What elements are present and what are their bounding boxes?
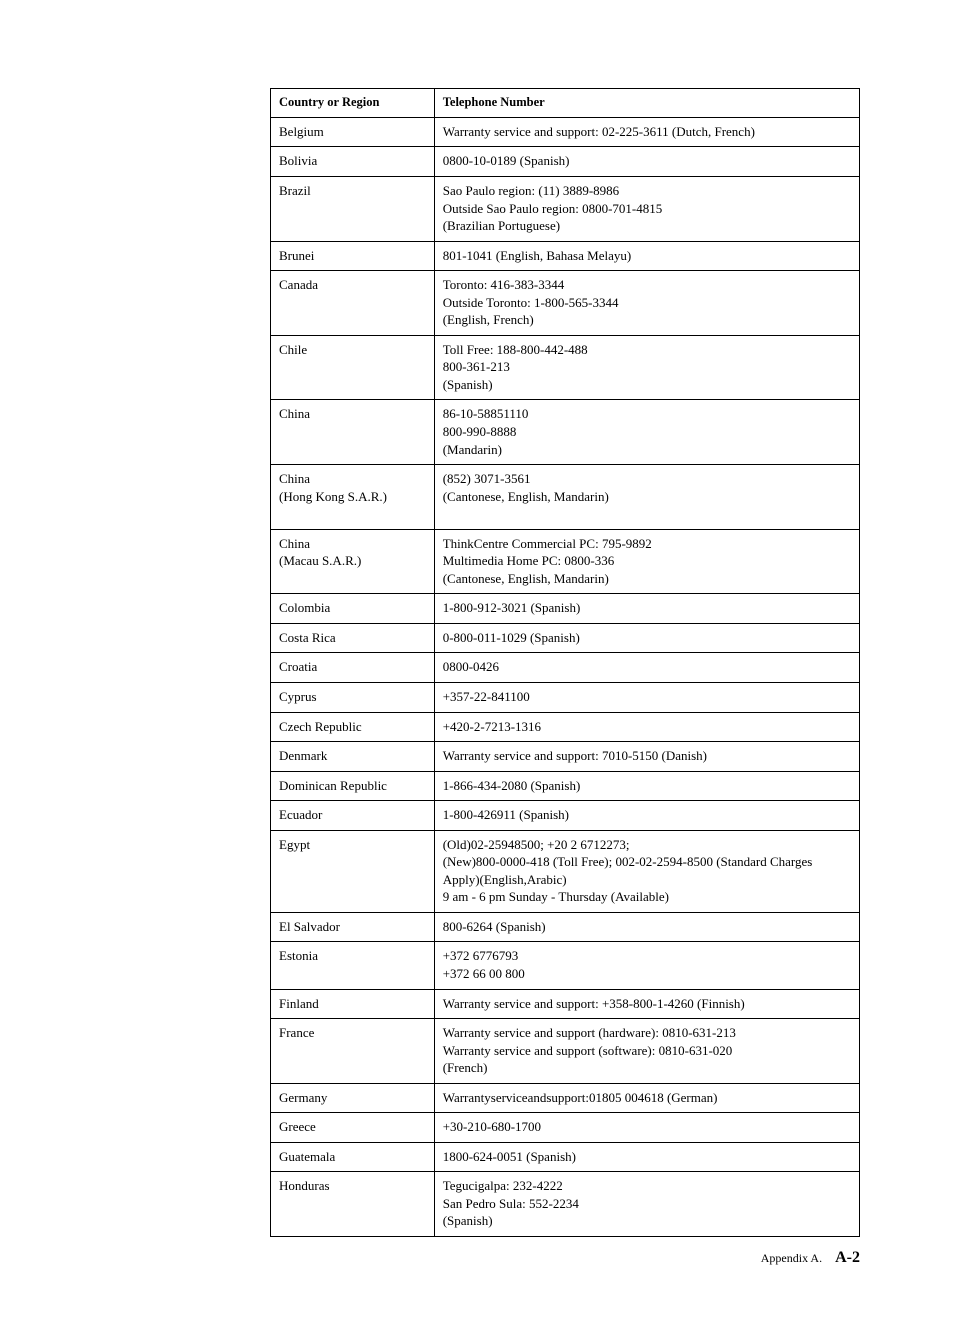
cell-country: Colombia: [271, 594, 435, 624]
cell-phone: Warranty service and support: +358-800-1…: [434, 989, 859, 1019]
table-row: Czech Republic+420-2-7213-1316: [271, 712, 860, 742]
cell-country: Czech Republic: [271, 712, 435, 742]
table-row: Bolivia0800-10-0189 (Spanish): [271, 147, 860, 177]
cell-country: France: [271, 1019, 435, 1084]
table-row: Colombia1-800-912-3021 (Spanish): [271, 594, 860, 624]
cell-country: Greece: [271, 1113, 435, 1143]
table-row: Greece+30-210-680-1700: [271, 1113, 860, 1143]
table-row: GermanyWarrantyserviceandsupport:01805 0…: [271, 1083, 860, 1113]
cell-country: Germany: [271, 1083, 435, 1113]
cell-country: El Salvador: [271, 912, 435, 942]
cell-country: Denmark: [271, 742, 435, 772]
table-row: China86-10-58851110800-990-8888(Mandarin…: [271, 400, 860, 465]
cell-phone: 801-1041 (English, Bahasa Melayu): [434, 241, 859, 271]
table-row: CanadaToronto: 416-383-3344Outside Toron…: [271, 271, 860, 336]
cell-phone: Warranty service and support: 02-225-361…: [434, 117, 859, 147]
table-row: China(Macau S.A.R.)ThinkCentre Commercia…: [271, 529, 860, 594]
cell-phone: ThinkCentre Commercial PC: 795-9892Multi…: [434, 529, 859, 594]
header-phone: Telephone Number: [434, 89, 859, 118]
phone-table: Country or Region Telephone Number Belgi…: [270, 88, 860, 1237]
cell-phone: 1-866-434-2080 (Spanish): [434, 771, 859, 801]
table-row: Guatemala1800-624-0051 (Spanish): [271, 1142, 860, 1172]
table-row: China(Hong Kong S.A.R.)(852) 3071-3561(C…: [271, 465, 860, 530]
cell-phone: Warranty service and support: 7010-5150 …: [434, 742, 859, 772]
header-country: Country or Region: [271, 89, 435, 118]
cell-phone: 0-800-011-1029 (Spanish): [434, 623, 859, 653]
cell-phone: Warranty service and support (hardware):…: [434, 1019, 859, 1084]
table-row: FinlandWarranty service and support: +35…: [271, 989, 860, 1019]
cell-country: Finland: [271, 989, 435, 1019]
cell-phone: 0800-10-0189 (Spanish): [434, 147, 859, 177]
cell-country: Belgium: [271, 117, 435, 147]
cell-phone: (Old)02-25948500; +20 2 6712273;(New)800…: [434, 830, 859, 912]
cell-country: Guatemala: [271, 1142, 435, 1172]
page-footer: Appendix A. A-2: [270, 1249, 860, 1267]
cell-country: China(Macau S.A.R.): [271, 529, 435, 594]
table-row: FranceWarranty service and support (hard…: [271, 1019, 860, 1084]
cell-country: Cyprus: [271, 683, 435, 713]
cell-country: Egypt: [271, 830, 435, 912]
cell-country: Ecuador: [271, 801, 435, 831]
cell-phone: (852) 3071-3561(Cantonese, English, Mand…: [434, 465, 859, 530]
cell-country: Brunei: [271, 241, 435, 271]
table-row: Costa Rica0-800-011-1029 (Spanish): [271, 623, 860, 653]
cell-country: Honduras: [271, 1172, 435, 1237]
table-row: El Salvador800-6264 (Spanish): [271, 912, 860, 942]
footer-page: A-2: [835, 1249, 860, 1266]
cell-country: China(Hong Kong S.A.R.): [271, 465, 435, 530]
cell-country: Costa Rica: [271, 623, 435, 653]
cell-phone: +30-210-680-1700: [434, 1113, 859, 1143]
cell-country: Chile: [271, 335, 435, 400]
cell-country: Croatia: [271, 653, 435, 683]
cell-phone: +420-2-7213-1316: [434, 712, 859, 742]
cell-country: China: [271, 400, 435, 465]
footer-appendix: Appendix A.: [761, 1251, 822, 1265]
cell-phone: +372 6776793+372 66 00 800: [434, 942, 859, 989]
cell-phone: +357-22-841100: [434, 683, 859, 713]
cell-phone: 1-800-426911 (Spanish): [434, 801, 859, 831]
cell-country: Bolivia: [271, 147, 435, 177]
cell-phone: Toll Free: 188-800-442-488800-361-213(Sp…: [434, 335, 859, 400]
table-row: Ecuador1-800-426911 (Spanish): [271, 801, 860, 831]
table-row: DenmarkWarranty service and support: 701…: [271, 742, 860, 772]
cell-phone: 0800-0426: [434, 653, 859, 683]
cell-country: Dominican Republic: [271, 771, 435, 801]
cell-phone: 1-800-912-3021 (Spanish): [434, 594, 859, 624]
table-row: Egypt(Old)02-25948500; +20 2 6712273;(Ne…: [271, 830, 860, 912]
cell-country: Brazil: [271, 176, 435, 241]
cell-country: Canada: [271, 271, 435, 336]
cell-phone: Sao Paulo region: (11) 3889-8986Outside …: [434, 176, 859, 241]
cell-country: Estonia: [271, 942, 435, 989]
table-row: Croatia0800-0426: [271, 653, 860, 683]
table-row: HondurasTegucigalpa: 232-4222San Pedro S…: [271, 1172, 860, 1237]
table-row: Cyprus+357-22-841100: [271, 683, 860, 713]
table-row: Dominican Republic1-866-434-2080 (Spanis…: [271, 771, 860, 801]
table-row: BrazilSao Paulo region: (11) 3889-8986Ou…: [271, 176, 860, 241]
cell-phone: Warrantyserviceandsupport:01805 004618 (…: [434, 1083, 859, 1113]
table-row: Brunei801-1041 (English, Bahasa Melayu): [271, 241, 860, 271]
table-row: Estonia+372 6776793+372 66 00 800: [271, 942, 860, 989]
table-row: ChileToll Free: 188-800-442-488800-361-2…: [271, 335, 860, 400]
cell-phone: Tegucigalpa: 232-4222San Pedro Sula: 552…: [434, 1172, 859, 1237]
cell-phone: 86-10-58851110800-990-8888(Mandarin): [434, 400, 859, 465]
cell-phone: Toronto: 416-383-3344Outside Toronto: 1-…: [434, 271, 859, 336]
cell-phone: 800-6264 (Spanish): [434, 912, 859, 942]
cell-phone: 1800-624-0051 (Spanish): [434, 1142, 859, 1172]
table-row: BelgiumWarranty service and support: 02-…: [271, 117, 860, 147]
